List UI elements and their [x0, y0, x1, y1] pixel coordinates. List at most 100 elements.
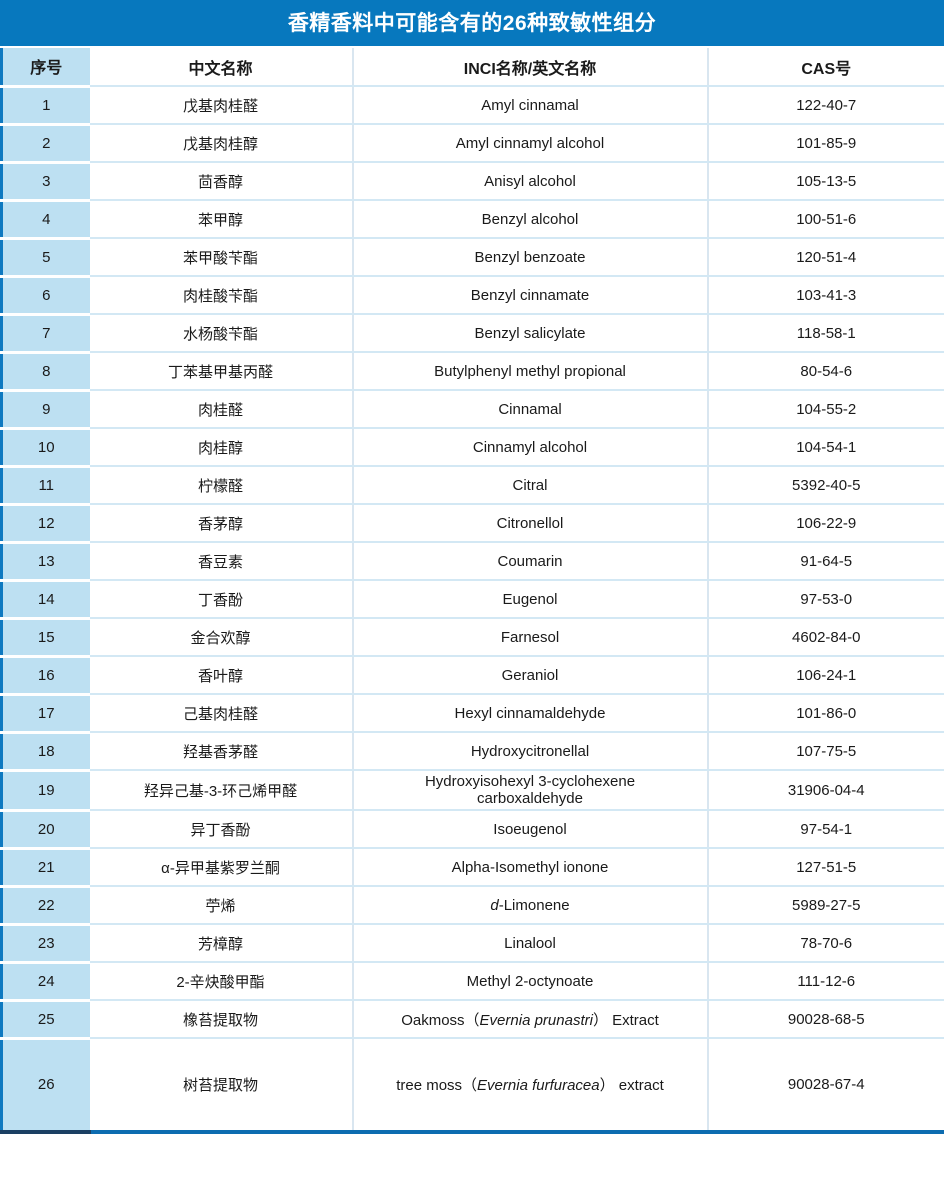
cas-number-cell: 120-51-4: [706, 238, 944, 277]
inci-name-cell: Amyl cinnamyl alcohol: [351, 124, 708, 163]
table-row: 12 香茅醇 Citronellol 106-22-9: [1, 504, 944, 544]
cas-number-cell: 103-41-3: [706, 276, 944, 315]
row-number-cell: 23: [1, 924, 90, 964]
inci-name-cell: Cinnamal: [351, 390, 708, 429]
chinese-name-cell: 苧烯: [89, 886, 353, 925]
cas-number-cell: 101-85-9: [706, 124, 944, 163]
chinese-name-cell: α-异甲基紫罗兰酮: [89, 848, 353, 887]
inci-name-cell: Linalool: [351, 924, 708, 963]
row-number-cell: 21: [1, 848, 90, 888]
row-number-cell: 9: [1, 390, 90, 430]
inci-name-cell: Benzyl salicylate: [351, 314, 708, 353]
chinese-name-cell: 戊基肉桂醛: [89, 86, 353, 125]
bottom-border-dark-segment: [0, 1130, 91, 1134]
row-number-cell: 17: [1, 694, 90, 734]
inci-name-cell: Citronellol: [351, 504, 708, 543]
row-number-cell: 26: [1, 1038, 90, 1130]
chinese-name-cell: 异丁香酚: [89, 810, 353, 849]
chinese-name-cell: 肉桂醇: [89, 428, 353, 467]
row-number-cell: 22: [1, 886, 90, 926]
cas-number-cell: 78-70-6: [706, 924, 944, 963]
cas-number-cell: 5392-40-5: [706, 466, 944, 505]
chinese-name-cell: 戊基肉桂醇: [89, 124, 353, 163]
table-header: 序号 中文名称 INCI名称/英文名称 CAS号: [1, 48, 944, 88]
header-cell-chinese-name: 中文名称: [89, 48, 353, 87]
row-number-cell: 24: [1, 962, 90, 1002]
table-row: 7 水杨酸苄酯 Benzyl salicylate 118-58-1: [1, 314, 944, 354]
inci-name-cell: tree moss（Evernia furfuracea） extract: [351, 1038, 708, 1130]
chinese-name-cell: 丁香酚: [89, 580, 353, 619]
chinese-name-cell: 丁苯基甲基丙醛: [89, 352, 353, 391]
row-number-cell: 16: [1, 656, 90, 696]
inci-name-cell: Butylphenyl methyl propional: [351, 352, 708, 391]
inci-name-cell: Eugenol: [351, 580, 708, 619]
row-number-cell: 4: [1, 200, 90, 240]
header-cell-number: 序号: [1, 48, 90, 88]
cas-number-cell: 107-75-5: [706, 732, 944, 771]
table-row: 25 橡苔提取物 Oakmoss（Evernia prunastri） Extrac…: [1, 1000, 944, 1040]
chinese-name-cell: 苯甲醇: [89, 200, 353, 239]
table-row: 1 戊基肉桂醛 Amyl cinnamal 122-40-7: [1, 86, 944, 126]
table-row: 20 异丁香酚 Isoeugenol 97-54-1: [1, 810, 944, 850]
inci-name-cell: Alpha-Isomethyl ionone: [351, 848, 708, 887]
allergen-table: 序号 中文名称 INCI名称/英文名称 CAS号 1 戊基肉桂醛 Amyl cinn…: [0, 48, 944, 1130]
cas-number-cell: 91-64-5: [706, 542, 944, 581]
chinese-name-cell: 香豆素: [89, 542, 353, 581]
row-number-cell: 20: [1, 810, 90, 850]
chinese-name-cell: 2-辛炔酸甲酯: [89, 962, 353, 1001]
chinese-name-cell: 茴香醇: [89, 162, 353, 201]
row-number-cell: 25: [1, 1000, 90, 1040]
table-row: 3 茴香醇 Anisyl alcohol 105-13-5: [1, 162, 944, 202]
row-number-cell: 12: [1, 504, 90, 544]
chinese-name-cell: 羟异己基-3-环己烯甲醛: [89, 770, 353, 811]
chinese-name-cell: 芳樟醇: [89, 924, 353, 963]
chinese-name-cell: 橡苔提取物: [89, 1000, 353, 1039]
inci-name-cell: Benzyl alcohol: [351, 200, 708, 239]
table-row: 21 α-异甲基紫罗兰酮 Alpha-Isomethyl ionone 127-51-…: [1, 848, 944, 888]
chinese-name-cell: 水杨酸苄酯: [89, 314, 353, 353]
table-row: 8 丁苯基甲基丙醛 Butylphenyl methyl propional 80-5…: [1, 352, 944, 392]
page-title: 香精香料中可能含有的26种致敏性组分: [0, 0, 944, 48]
table-row: 14 丁香酚 Eugenol 97-53-0: [1, 580, 944, 620]
table-row: 26 树苔提取物 tree moss（Evernia furfuracea） ext…: [1, 1038, 944, 1130]
row-number-cell: 11: [1, 466, 90, 506]
row-number-cell: 7: [1, 314, 90, 354]
table-row: 9 肉桂醛 Cinnamal 104-55-2: [1, 390, 944, 430]
row-number-cell: 19: [1, 770, 90, 812]
table-row: 4 苯甲醇 Benzyl alcohol 100-51-6: [1, 200, 944, 240]
table-row: 22 苧烯 d-Limonene 5989-27-5: [1, 886, 944, 926]
row-number-cell: 8: [1, 352, 90, 392]
cas-number-cell: 31906-04-4: [706, 770, 944, 811]
cas-number-cell: 111-12-6: [706, 962, 944, 1001]
cas-number-cell: 104-54-1: [706, 428, 944, 467]
table-row: 18 羟基香茅醛 Hydroxycitronellal 107-75-5: [1, 732, 944, 772]
cas-number-cell: 97-53-0: [706, 580, 944, 619]
cas-number-cell: 90028-67-4: [706, 1038, 944, 1130]
inci-name-cell: Hexyl cinnamaldehyde: [351, 694, 708, 733]
cas-number-cell: 5989-27-5: [706, 886, 944, 925]
inci-name-cell: Hydroxyisohexyl 3-cyclohexene carboxalde…: [351, 770, 708, 811]
row-number-cell: 1: [1, 86, 90, 126]
table-row: 11 柠檬醛 Citral 5392-40-5: [1, 466, 944, 506]
cas-number-cell: 122-40-7: [706, 86, 944, 125]
chinese-name-cell: 肉桂酸苄酯: [89, 276, 353, 315]
cas-number-cell: 97-54-1: [706, 810, 944, 849]
row-number-cell: 10: [1, 428, 90, 468]
cas-number-cell: 127-51-5: [706, 848, 944, 887]
chinese-name-cell: 柠檬醛: [89, 466, 353, 505]
table-row: 19 羟异己基-3-环己烯甲醛 Hydroxyisohexyl 3-cyclohex…: [1, 770, 944, 812]
row-number-cell: 3: [1, 162, 90, 202]
header-cell-inci-name: INCI名称/英文名称: [351, 48, 708, 87]
inci-name-cell: Geraniol: [351, 656, 708, 695]
inci-name-cell: Hydroxycitronellal: [351, 732, 708, 771]
table-row: 10 肉桂醇 Cinnamyl alcohol 104-54-1: [1, 428, 944, 468]
inci-name-cell: Methyl 2-octynoate: [351, 962, 708, 1001]
inci-name-cell: Amyl cinnamal: [351, 86, 708, 125]
chinese-name-cell: 己基肉桂醛: [89, 694, 353, 733]
table-row: 2 戊基肉桂醇 Amyl cinnamyl alcohol 101-85-9: [1, 124, 944, 164]
cas-number-cell: 100-51-6: [706, 200, 944, 239]
row-number-cell: 14: [1, 580, 90, 620]
bottom-border: [0, 1130, 944, 1134]
row-number-cell: 18: [1, 732, 90, 772]
cas-number-cell: 80-54-6: [706, 352, 944, 391]
